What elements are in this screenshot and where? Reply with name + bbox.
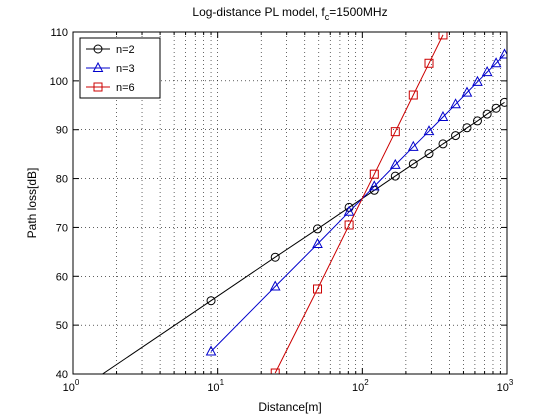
data-point xyxy=(206,296,216,306)
legend-entry: n=3 xyxy=(86,61,135,75)
data-point xyxy=(344,220,354,230)
y-tick-label: 70 xyxy=(56,222,68,234)
data-point xyxy=(369,169,379,179)
data-point xyxy=(481,65,493,77)
legend-box xyxy=(79,37,161,99)
chart-title-tail: =1500MHz xyxy=(329,5,387,19)
legend-marker xyxy=(93,44,103,54)
y-tick-label: 90 xyxy=(56,125,68,137)
data-point xyxy=(450,98,461,109)
chart-title: Log-distance PL model, fc=1500MHz xyxy=(192,5,387,22)
y-axis-label: Path loss[dB] xyxy=(25,168,39,239)
data-point xyxy=(472,116,482,126)
series-n=2 xyxy=(101,97,507,374)
series-line xyxy=(101,101,505,374)
data-point xyxy=(407,140,419,151)
data-point xyxy=(461,86,473,97)
data-point xyxy=(312,237,323,249)
data-series xyxy=(101,32,507,374)
data-point xyxy=(490,57,502,68)
legend-entry: n=6 xyxy=(86,82,135,94)
legend-label: n=3 xyxy=(116,63,135,75)
data-point xyxy=(205,345,217,356)
data-point xyxy=(424,58,434,68)
series-line xyxy=(274,34,444,374)
data-point xyxy=(472,75,483,86)
chart-title-subscript: c xyxy=(325,12,330,22)
y-tick-label: 100 xyxy=(50,76,68,88)
y-tick-label: 40 xyxy=(56,369,68,381)
data-point xyxy=(408,159,418,169)
y-tick-label: 60 xyxy=(56,271,68,283)
data-point xyxy=(438,32,448,40)
legend-label: n=6 xyxy=(116,82,135,94)
data-point xyxy=(270,252,280,262)
data-point xyxy=(269,280,281,291)
data-point xyxy=(368,180,380,191)
x-tick-label: 101 xyxy=(207,378,224,394)
y-tick-label: 110 xyxy=(50,27,68,39)
data-point xyxy=(438,139,448,149)
legend-label: n=2 xyxy=(116,44,135,56)
data-point xyxy=(390,127,400,137)
plot-frame xyxy=(72,31,508,375)
grid-lines xyxy=(73,32,507,374)
data-point xyxy=(462,123,472,133)
x-axis-label: Distance[m] xyxy=(258,400,321,414)
series-n=6 xyxy=(270,32,448,374)
data-point xyxy=(424,149,434,159)
data-point xyxy=(270,368,280,374)
chart-title-main: Log-distance PL model, f xyxy=(192,5,325,19)
data-point xyxy=(343,205,355,216)
legend-marker xyxy=(93,82,103,92)
data-point xyxy=(408,90,418,100)
data-point xyxy=(451,131,461,141)
y-tick-label: 50 xyxy=(56,320,68,332)
y-tick-label: 80 xyxy=(56,174,68,186)
axis-ticks: 40 50 60 70 80 90 100 110 100 101 102 103 xyxy=(50,27,514,394)
legend-marker xyxy=(92,61,104,72)
data-point xyxy=(437,110,449,122)
data-point xyxy=(423,125,435,136)
data-point xyxy=(313,284,323,294)
data-point xyxy=(491,103,501,113)
data-point xyxy=(390,171,400,181)
data-point xyxy=(482,109,492,119)
x-tick-label: 103 xyxy=(497,378,514,394)
legend: n=2 n=3 n=6 xyxy=(79,37,161,99)
legend-entry: n=2 xyxy=(86,44,135,56)
data-point xyxy=(313,224,323,234)
data-point xyxy=(389,158,401,169)
series-n=3 xyxy=(205,48,507,356)
x-tick-label: 102 xyxy=(352,378,369,394)
x-tick-label: 100 xyxy=(63,378,80,394)
data-point xyxy=(500,97,507,107)
